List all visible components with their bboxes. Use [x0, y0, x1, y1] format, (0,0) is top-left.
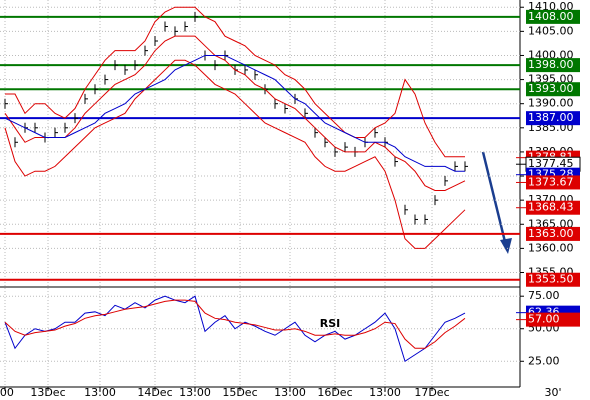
series-line — [4, 295, 466, 363]
level-box — [526, 9, 580, 24]
timeframe: 30' — [544, 386, 561, 399]
series-line — [4, 35, 466, 192]
y-tick-label: 1390.00 — [528, 97, 574, 110]
panel-title: RSI — [320, 317, 341, 330]
x-tick-label: 13:00 — [179, 386, 211, 399]
marker-label: 1368.43 — [528, 201, 574, 214]
x-tick-label: :00 — [0, 386, 14, 399]
arrow — [481, 151, 509, 251]
level-label: 1398.00 — [528, 58, 574, 71]
y-tick-label: 1360.00 — [528, 241, 574, 254]
marker-box — [526, 312, 580, 327]
y-tick-label: 1405.00 — [528, 24, 574, 37]
level-box — [526, 82, 580, 97]
y-tick-label: 25.00 — [528, 354, 560, 367]
level-label: 1363.00 — [528, 227, 574, 240]
x-tick-label: 13:00 — [274, 386, 306, 399]
level-box — [526, 226, 580, 241]
level-label: 1353.50 — [528, 273, 574, 286]
marker-box — [526, 175, 580, 190]
x-tick-label: 14Dec — [137, 386, 172, 399]
series-line — [4, 59, 466, 249]
level-box — [526, 58, 580, 73]
level-box — [526, 272, 580, 287]
marker-label: 1377.45 — [528, 157, 574, 170]
marker-box — [526, 200, 580, 215]
x-tick-label: 17Dec — [414, 386, 449, 399]
marker-label: 57.00 — [528, 313, 560, 326]
x-tick-label: 13:00 — [84, 386, 116, 399]
x-tick-label: 13Dec — [30, 386, 65, 399]
level-label: 1393.00 — [528, 82, 574, 95]
series-line — [4, 54, 465, 172]
series-line — [5, 6, 465, 158]
y-tick-label: 75.00 — [528, 289, 560, 302]
x-tick-label: 16Dec — [317, 386, 352, 399]
x-tick-label: 13:00 — [369, 386, 401, 399]
series-line — [4, 299, 466, 349]
level-label: 1387.00 — [528, 111, 574, 124]
x-tick-label: 15Dec — [222, 386, 257, 399]
level-box — [526, 111, 580, 126]
arrow-head — [500, 238, 512, 254]
marker-label: 1373.67 — [528, 175, 574, 188]
level-label: 1408.00 — [528, 10, 574, 23]
